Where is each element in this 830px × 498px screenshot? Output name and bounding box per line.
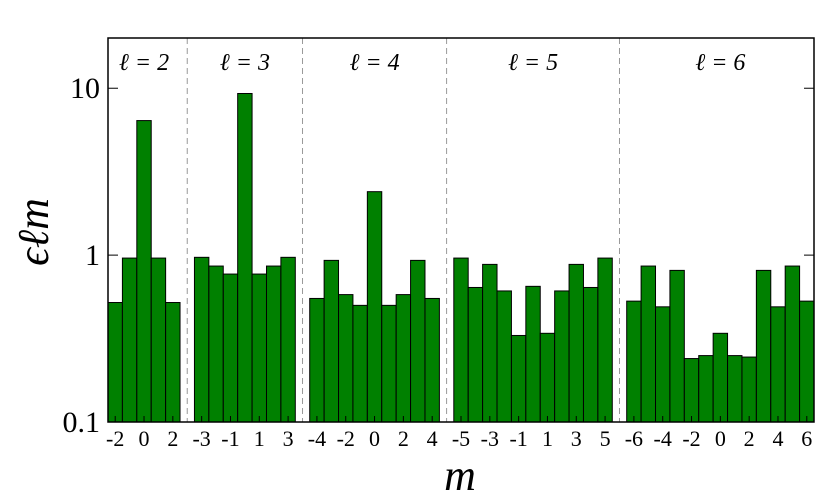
bar	[799, 300, 815, 423]
x-tick-label: -4	[654, 426, 672, 451]
x-tick-label: 0	[139, 426, 150, 451]
group-label: ℓ = 2	[119, 50, 169, 76]
x-tick-label: 0	[715, 426, 726, 451]
bar	[193, 256, 210, 423]
x-tick-label: -3	[192, 426, 210, 451]
bar	[568, 263, 584, 423]
y-tick-label: 1	[85, 239, 100, 272]
bar	[554, 290, 570, 423]
x-tick-label: -2	[682, 426, 700, 451]
bar	[366, 191, 383, 423]
x-tick-label: 2	[744, 426, 755, 451]
x-tick-label: 0	[369, 426, 380, 451]
bar	[136, 120, 152, 423]
bar	[496, 290, 512, 423]
bar	[755, 269, 772, 423]
bar	[727, 355, 743, 423]
bar	[741, 356, 757, 423]
bar	[453, 257, 469, 423]
plot-frame	[107, 37, 815, 423]
x-tick-label: 6	[801, 426, 812, 451]
bar	[280, 256, 296, 423]
y-tick-label: 0.1	[63, 406, 101, 439]
x-tick-label: 2	[167, 426, 178, 451]
bar	[482, 263, 498, 423]
bar	[338, 294, 354, 423]
x-tick-label: 3	[571, 426, 582, 451]
bar	[150, 257, 167, 423]
bar	[107, 302, 123, 423]
bar	[323, 259, 340, 423]
x-tick-label: -2	[337, 426, 355, 451]
x-tick-label: 4	[772, 426, 783, 451]
bar	[597, 257, 613, 423]
group-label: ℓ = 3	[220, 50, 270, 76]
bar	[467, 286, 484, 423]
bar	[222, 273, 239, 423]
bar	[669, 269, 685, 423]
bar	[165, 302, 181, 423]
x-tick-label: 1	[254, 426, 265, 451]
bar	[237, 92, 253, 423]
bar	[582, 286, 599, 423]
bar	[712, 332, 729, 423]
x-tick-label: 4	[427, 426, 438, 451]
bar	[626, 300, 642, 423]
y-axis-label: ϵℓm	[9, 198, 58, 266]
bar	[309, 297, 325, 423]
bar	[539, 332, 556, 423]
x-tick-label: 2	[398, 426, 409, 451]
bar	[655, 306, 671, 423]
bar	[424, 297, 440, 423]
x-axis-label: m	[444, 451, 476, 498]
x-tick-label: -4	[308, 426, 326, 451]
x-tick-label: -6	[625, 426, 643, 451]
y-tick-label: 10	[70, 72, 100, 105]
x-tick-label: -2	[106, 426, 124, 451]
bar	[395, 294, 412, 423]
x-tick-label: -3	[481, 426, 499, 451]
x-tick-label: 1	[542, 426, 553, 451]
bar	[510, 334, 527, 423]
bar	[683, 358, 700, 423]
bar	[208, 265, 224, 423]
bar	[770, 306, 786, 423]
bar	[251, 273, 267, 423]
bar	[352, 304, 368, 423]
bar	[784, 265, 801, 423]
x-tick-label: 3	[283, 426, 294, 451]
group-label: ℓ = 4	[349, 50, 399, 76]
bar	[410, 259, 426, 423]
bar	[121, 257, 138, 423]
x-tick-label: 5	[600, 426, 611, 451]
group-label: ℓ = 5	[508, 50, 558, 76]
x-tick-label: -1	[509, 426, 527, 451]
bar	[525, 285, 541, 423]
bar	[265, 265, 282, 423]
bar	[381, 304, 397, 423]
x-tick-label: -1	[221, 426, 239, 451]
x-tick-label: -5	[452, 426, 470, 451]
group-label: ℓ = 6	[695, 50, 745, 76]
bar	[698, 355, 714, 423]
bar	[640, 265, 657, 423]
